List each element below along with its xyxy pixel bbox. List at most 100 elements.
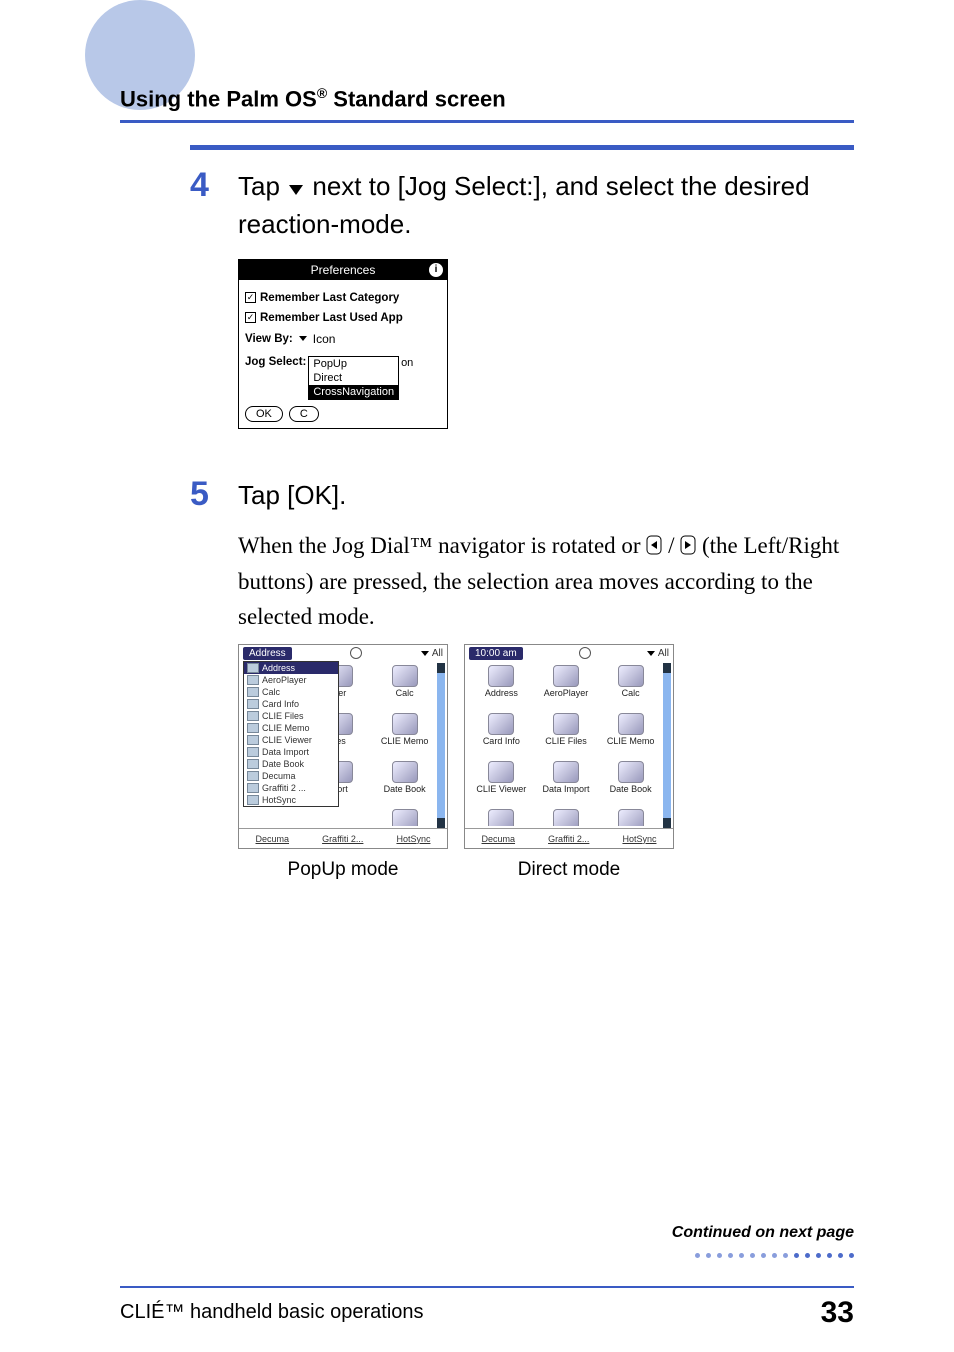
scrollbar[interactable] (437, 663, 445, 828)
mini-app-icon (247, 747, 259, 757)
section-title: Using the Palm OS® Standard screen (120, 85, 506, 112)
step-instruction: Tap next to [Jog Select:], and select th… (238, 168, 854, 243)
step-number: 5 (190, 477, 218, 511)
bottom-link[interactable]: HotSync (396, 834, 430, 844)
topbar: 10:00 am All (465, 645, 673, 661)
bottom-link[interactable]: HotSync (622, 834, 656, 844)
popup-option-selected[interactable]: CrossNavigation (309, 385, 398, 399)
popup-item-label: CLIE Viewer (262, 735, 312, 745)
popup-menu-item[interactable]: Graffiti 2 ... (244, 782, 338, 794)
popup-item-label: CLIE Memo (262, 723, 310, 733)
popup-menu-item[interactable]: Data Import (244, 746, 338, 758)
prefs-titlebar: Preferences i (239, 260, 447, 280)
app-icon-cell[interactable] (310, 809, 371, 826)
bottom-link[interactable]: Decuma (256, 834, 290, 844)
app-icon-cell[interactable]: CLIE Viewer (471, 761, 532, 807)
popup-option[interactable]: Direct (309, 371, 398, 385)
app-icon-cell[interactable]: Date Book (374, 761, 435, 807)
popup-mode-screenshot: Address All yer Calc les CLIE Memo (238, 644, 448, 849)
app-icon-cell[interactable]: HotSync (600, 809, 661, 826)
popup-item-label: Data Import (262, 747, 309, 757)
mode-caption: PopUp mode (238, 859, 448, 881)
app-icon-cell[interactable]: CLIE Files (536, 713, 597, 759)
jog-select-label: Jog Select: (245, 356, 306, 368)
clock-badge: 10:00 am (469, 647, 523, 660)
app-label: Date Book (384, 784, 426, 794)
popup-menu-item[interactable]: HotSync (244, 794, 338, 806)
find-icon[interactable] (579, 647, 591, 659)
app-icon-cell[interactable]: Card Info (471, 713, 532, 759)
bottom-link[interactable]: Decuma (482, 834, 516, 844)
mini-app-icon (247, 699, 259, 709)
bottom-link[interactable]: Graffiti 2... (322, 834, 363, 844)
popup-menu-item[interactable]: Calc (244, 686, 338, 698)
popup-menu-item[interactable]: AeroPlayer (244, 674, 338, 686)
prefs-title: Preferences (311, 263, 376, 277)
app-icon-cell[interactable]: Graffiti 2... (536, 809, 597, 826)
checkbox-checked-icon[interactable]: ✓ (245, 292, 256, 303)
popup-menu-item[interactable]: Decuma (244, 770, 338, 782)
dropdown-triangle-icon[interactable] (299, 336, 307, 341)
mini-app-icon (247, 663, 259, 673)
registered-mark: ® (317, 85, 327, 101)
continued-note: Continued on next page (672, 1224, 854, 1242)
popup-menu-item[interactable]: CLIE Memo (244, 722, 338, 734)
footer-rule (120, 1286, 854, 1288)
app-icon-cell[interactable]: Calc (374, 665, 435, 711)
mode-caption: Direct mode (464, 859, 674, 881)
app-icon-cell[interactable]: CLIE Memo (600, 713, 661, 759)
info-icon[interactable]: i (429, 263, 443, 277)
app-icon-cell[interactable]: Calc (600, 665, 661, 711)
dot-row (695, 1253, 854, 1258)
category-selector[interactable]: All (647, 648, 669, 659)
scrollbar[interactable] (663, 663, 671, 828)
mini-app-icon (247, 687, 259, 697)
popup-menu-title: Address (262, 663, 295, 673)
popup-item-label: Calc (262, 687, 280, 697)
content-top-rule (190, 145, 854, 150)
app-icon-cell[interactable]: Date Book (600, 761, 661, 807)
app-icon-cell[interactable]: Address (471, 665, 532, 711)
all-label: All (432, 648, 443, 659)
checkbox-checked-icon[interactable]: ✓ (245, 312, 256, 323)
jog-select-popup[interactable]: PopUp Direct CrossNavigation (308, 356, 399, 400)
cancel-button[interactable]: C (289, 406, 319, 422)
app-icon-cell[interactable]: Data Import (536, 761, 597, 807)
popup-mode-column: Address All yer Calc les CLIE Memo (238, 644, 448, 881)
app-label: CLIE Viewer (476, 784, 526, 794)
app-label: CLIE Files (545, 736, 587, 746)
ok-button[interactable]: OK (245, 406, 283, 422)
app-icon-cell[interactable]: AeroPlayer (536, 665, 597, 711)
popup-menu-item[interactable]: CLIE Viewer (244, 734, 338, 746)
view-by-row[interactable]: View By: Icon (245, 332, 441, 346)
direct-mode-column: 10:00 am All Address AeroPlayer Calc Car… (464, 644, 674, 881)
app-label: Date Book (610, 784, 652, 794)
mini-app-icon (247, 711, 259, 721)
prefs-buttons: OK C (245, 406, 441, 422)
remember-app-label: Remember Last Used App (260, 312, 403, 324)
popup-menu-item[interactable]: Date Book (244, 758, 338, 770)
down-triangle-icon (287, 170, 305, 206)
popup-menu-item[interactable]: CLIE Files (244, 710, 338, 722)
title-pre: Using the Palm OS (120, 86, 317, 111)
bottom-link[interactable]: Graffiti 2... (548, 834, 589, 844)
view-by-value: Icon (313, 332, 336, 346)
popup-menu-item[interactable]: Card Info (244, 698, 338, 710)
find-icon[interactable] (350, 647, 362, 659)
app-icon-cell[interactable] (374, 809, 435, 826)
remember-category-row[interactable]: ✓ Remember Last Category (245, 292, 441, 304)
app-label: Data Import (542, 784, 589, 794)
popup-option[interactable]: PopUp (309, 357, 398, 371)
category-selector[interactable]: All (421, 648, 443, 659)
app-icon-cell[interactable] (245, 809, 306, 826)
remember-app-row[interactable]: ✓ Remember Last Used App (245, 312, 441, 324)
dropdown-triangle-icon (421, 651, 429, 656)
app-icon-cell[interactable]: CLIE Memo (374, 713, 435, 759)
footer-left-text: CLIÉ™ handheld basic operations (120, 1301, 424, 1324)
app-label: Calc (622, 688, 640, 698)
popup-menu[interactable]: Address AeroPlayer Calc Card Info CLIE F… (243, 661, 339, 807)
title-post: Standard screen (327, 86, 506, 111)
app-icon-cell[interactable]: Decuma (471, 809, 532, 826)
preferences-panel: Preferences i ✓ Remember Last Category ✓… (238, 259, 448, 429)
popup-item-label: CLIE Files (262, 711, 304, 721)
